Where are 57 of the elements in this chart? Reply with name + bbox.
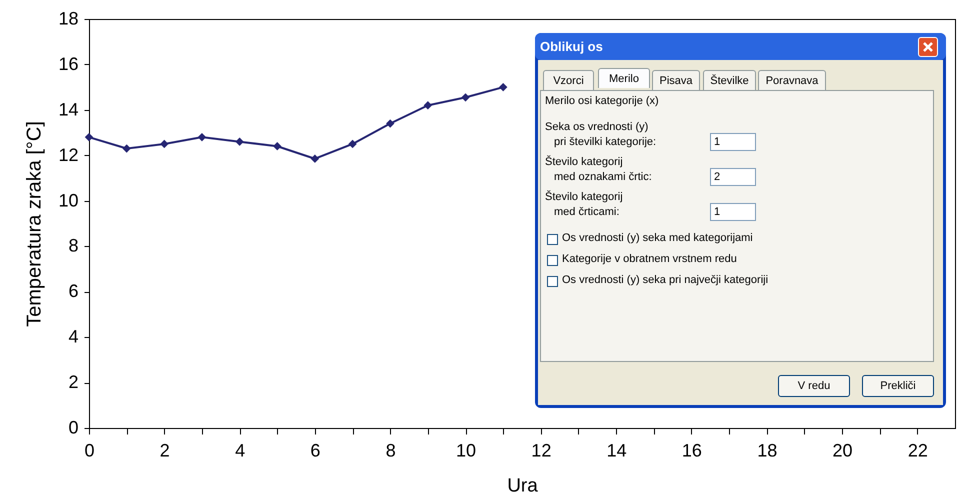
point	[348, 140, 357, 148]
x-axis-title: Ura	[507, 476, 538, 496]
y-tick-label: 2	[68, 372, 78, 392]
x-tick-label: 2	[160, 440, 170, 460]
x-tick-label: 4	[235, 440, 246, 460]
point	[424, 101, 432, 110]
point	[386, 119, 394, 128]
annotation: Os vrednosti (y) seka pri največji kategoriji	[562, 274, 768, 286]
button: Prekliči	[862, 375, 934, 397]
x-tick-label: 20	[832, 440, 853, 460]
x-tick-label: 14	[606, 440, 627, 460]
button: V redu	[778, 375, 850, 397]
annotation: med črticami:	[554, 206, 620, 218]
y-tick-label: 6	[68, 281, 78, 302]
x-tick-label: 8	[386, 440, 396, 460]
point	[84, 132, 94, 142]
point	[235, 138, 244, 146]
x-tick-label: 22	[908, 440, 928, 460]
point	[273, 142, 282, 150]
annotation: Oblikuj os	[540, 39, 603, 54]
x-tick-label: 10	[456, 440, 476, 460]
tab: Številke	[703, 70, 756, 90]
annotation: Seka os vrednosti (y)	[545, 121, 648, 133]
y-tick-label: 4	[68, 326, 78, 347]
point	[198, 132, 206, 142]
y-tick-label: 12	[58, 144, 78, 165]
point	[461, 93, 470, 102]
annotation: pri številki kategorije:	[554, 136, 656, 148]
annotation: Število kategorij	[545, 191, 623, 203]
point	[310, 154, 320, 163]
x-tick-label: 18	[757, 440, 778, 460]
x-tick-label: 6	[310, 440, 320, 460]
text-field: 2	[710, 168, 756, 186]
annotation: med oznakami črtic:	[554, 171, 652, 183]
x-tick-label: 12	[531, 440, 552, 460]
text-field: 1	[710, 203, 756, 221]
annotation: Merilo osi kategorije (x)	[545, 95, 659, 107]
point	[122, 144, 131, 153]
y-tick-label: 10	[58, 190, 78, 210]
y-tick-label: 0	[68, 418, 78, 438]
point	[160, 140, 168, 148]
y-tick-label: 8	[68, 236, 78, 256]
y-tick-label: 18	[58, 8, 78, 28]
x-tick-label: 0	[84, 440, 95, 460]
annotation: Kategorije v obratnem vrstnem redu	[562, 253, 737, 265]
tab: Pisava	[652, 70, 700, 90]
x-tick-label: 16	[682, 440, 702, 460]
y-tick-label: 16	[58, 54, 78, 74]
y-tick-label: 14	[58, 99, 78, 120]
point	[498, 82, 508, 92]
annotation: Število kategorij	[545, 156, 623, 168]
tab: Vzorci	[543, 70, 594, 90]
y-axis-title: Temperatura zraka [°C]	[23, 121, 46, 327]
annotation: Os vrednosti (y) seka med kategorijami	[562, 232, 753, 244]
text-field: 1	[710, 133, 756, 151]
tab: Poravnava	[758, 70, 826, 90]
tab: Merilo	[598, 68, 650, 88]
